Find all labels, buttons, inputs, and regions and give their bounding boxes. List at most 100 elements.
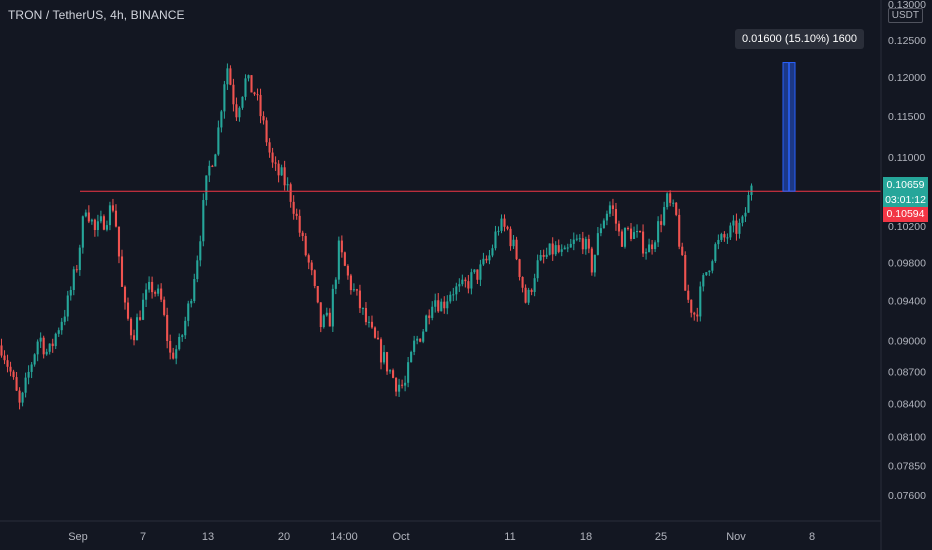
- candle-body: [21, 392, 24, 403]
- candle-body: [304, 236, 307, 256]
- candle-body: [268, 142, 271, 153]
- candle-body: [69, 290, 72, 296]
- measure-tooltip: 0.01600 (15.10%) 1600: [735, 29, 864, 49]
- candle-body: [42, 337, 45, 355]
- candle-body: [66, 295, 69, 317]
- candle-body: [145, 289, 148, 300]
- candle-body: [681, 246, 684, 256]
- candle-body: [524, 287, 527, 303]
- candle-body: [431, 306, 434, 318]
- candle-body: [0, 345, 3, 356]
- currency-label[interactable]: USDT: [887, 8, 923, 23]
- candle-body: [551, 243, 554, 255]
- candle-body: [485, 258, 488, 261]
- candle-body: [557, 245, 560, 252]
- candle-body: [63, 316, 66, 322]
- candle-body: [536, 260, 539, 279]
- candle-body: [24, 377, 27, 393]
- candle-body: [84, 212, 87, 217]
- candle-body: [250, 75, 253, 93]
- candle-body: [169, 340, 172, 353]
- candle-body: [319, 302, 322, 328]
- candle-body: [295, 213, 298, 216]
- candle-body: [328, 312, 331, 327]
- candle-body: [461, 279, 464, 285]
- candle-body: [208, 165, 211, 176]
- candle-body: [404, 382, 407, 386]
- price-axis[interactable]: 0.13000 0.12500 0.12000 0.11500 0.11000 0.102…: [888, 0, 926, 502]
- candle-body: [151, 281, 154, 293]
- candle-body: [629, 228, 633, 239]
- price-tick-label: 0.11500: [888, 111, 925, 123]
- candle-body: [620, 231, 624, 247]
- candle-body: [322, 315, 325, 328]
- candle-body: [148, 281, 151, 290]
- price-tick-label: 0.07600: [888, 490, 926, 502]
- candle-body: [569, 243, 572, 248]
- candle-body: [238, 107, 241, 118]
- candle-body: [385, 352, 389, 372]
- candle-body: [690, 299, 693, 313]
- candle-body: [645, 252, 648, 254]
- candle-body: [401, 384, 404, 386]
- candle-body: [334, 279, 337, 289]
- candle-body: [711, 261, 714, 271]
- time-tick-label: Nov: [726, 531, 746, 543]
- candle-body: [530, 289, 533, 292]
- candle-body: [90, 219, 93, 222]
- candle-body: [181, 335, 184, 337]
- candle-body: [419, 338, 422, 342]
- candle-body: [515, 239, 518, 260]
- candle-body: [660, 221, 663, 225]
- candle-body: [340, 240, 343, 253]
- candle-body: [15, 377, 18, 391]
- candle-body: [160, 288, 163, 300]
- candle-body: [211, 165, 214, 167]
- candle-body: [367, 321, 371, 323]
- price-tick-label: 0.13000: [888, 0, 926, 11]
- candle-body: [361, 308, 365, 310]
- candle-body: [187, 303, 190, 321]
- time-tick-label: 20: [278, 531, 290, 543]
- candle-body: [129, 318, 133, 336]
- candle-body: [178, 336, 181, 350]
- candle-body: [575, 238, 578, 240]
- symbol-title[interactable]: TRON / TetherUS, 4h, BINANCE: [8, 8, 185, 22]
- candle-body: [376, 337, 380, 340]
- candles-layer: [0, 63, 753, 410]
- candle-body: [506, 226, 509, 229]
- candle-body: [395, 377, 398, 392]
- candle-body: [497, 230, 500, 232]
- candle-body: [117, 226, 121, 257]
- candle-body: [57, 330, 60, 334]
- candle-body: [638, 231, 642, 233]
- candle-body: [262, 116, 265, 121]
- candle-body: [750, 185, 753, 196]
- time-axis[interactable]: Sep 7 13 20 14:00 Oct 11 18 25 Nov 8: [68, 531, 815, 543]
- candle-body: [193, 279, 196, 302]
- candle-body: [126, 302, 130, 319]
- candle-body: [253, 92, 256, 95]
- candle-body: [720, 234, 723, 240]
- candle-body: [3, 355, 6, 361]
- price-tick-label: 0.08100: [888, 432, 926, 444]
- candle-body: [738, 222, 741, 234]
- candle-body: [166, 314, 169, 341]
- candle-body: [298, 215, 301, 233]
- candle-body: [566, 247, 569, 249]
- candle-body: [12, 371, 15, 378]
- candle-body: [669, 193, 672, 203]
- time-tick-label: 7: [140, 531, 146, 543]
- candle-body: [39, 337, 42, 342]
- candle-body: [587, 238, 590, 249]
- candle-body: [184, 320, 187, 336]
- candle-body: [578, 238, 581, 240]
- price-tick-label: 0.11000: [888, 152, 925, 164]
- candle-body: [220, 111, 223, 128]
- candle-body: [617, 223, 621, 232]
- time-tick-label: 14:00: [330, 531, 358, 543]
- candle-body: [494, 231, 497, 249]
- candle-body: [373, 327, 377, 338]
- candle-body: [6, 360, 9, 367]
